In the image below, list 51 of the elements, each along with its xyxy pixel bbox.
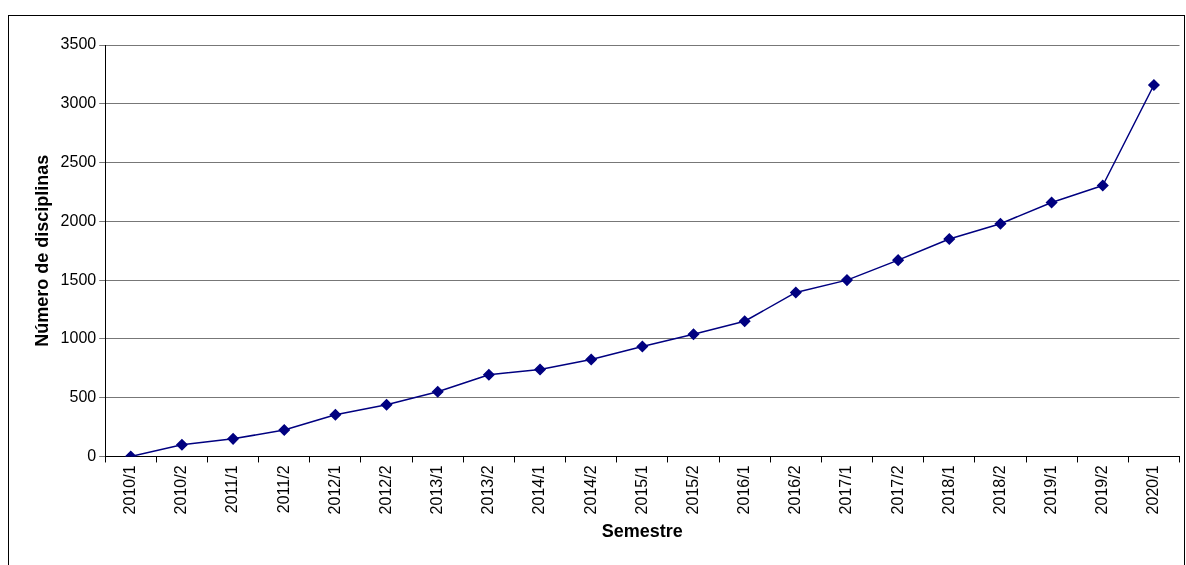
x-tick-label: 2015/1	[632, 465, 650, 515]
x-tick-label: 2014/2	[581, 465, 599, 515]
point	[943, 233, 956, 245]
y-axis-title: Número de disciplinas	[31, 154, 52, 347]
point	[227, 433, 239, 445]
x-tick-label: 2019/2	[1093, 465, 1111, 515]
y-tick-label: 3000	[60, 94, 97, 112]
point	[380, 398, 393, 411]
x-tick-label: 2012/1	[325, 465, 343, 515]
point	[534, 363, 546, 376]
point	[1148, 79, 1160, 91]
y-tick-label: 2000	[60, 211, 97, 229]
x-axis-title: Semestre	[601, 521, 683, 542]
x-tick-label: 2015/2	[683, 465, 701, 515]
x-tick-label: 2014/1	[530, 465, 548, 515]
point	[483, 369, 495, 381]
x-tick-label: 2013/2	[479, 465, 497, 515]
y-tick-label: 0	[87, 446, 97, 464]
point	[329, 408, 342, 421]
point	[994, 217, 1007, 230]
x-tick-label: 2011/2	[274, 465, 292, 514]
y-tick-label: 500	[69, 388, 97, 406]
point	[841, 274, 853, 286]
y-tick-label: 3500	[60, 35, 97, 53]
x-tick-label: 2011/1	[223, 465, 241, 514]
point	[1045, 196, 1058, 209]
x-tick-label: 2013/1	[428, 465, 446, 515]
y-tick-label: 1000	[60, 329, 97, 347]
x-tick-label: 2018/1	[939, 465, 957, 515]
point	[176, 438, 188, 451]
x-tick-label: 2016/1	[735, 465, 753, 515]
x-tick-label: 2010/2	[172, 465, 190, 515]
point	[892, 254, 904, 266]
point	[687, 328, 700, 340]
point	[585, 353, 597, 366]
x-tick-label: 2019/1	[1042, 465, 1060, 515]
point	[790, 286, 802, 299]
point	[431, 386, 444, 398]
y-tick-label: 2500	[60, 152, 97, 170]
x-tick-label: 2016/2	[786, 465, 804, 515]
x-tick-label: 2017/1	[837, 465, 855, 515]
x-tick-label: 2012/2	[376, 465, 394, 515]
point	[738, 315, 751, 328]
y-tick-label: 1500	[60, 270, 97, 288]
x-tick-label: 2020/1	[1144, 465, 1162, 515]
point	[278, 424, 290, 436]
point	[636, 340, 649, 353]
x-tick-label: 2017/2	[888, 465, 906, 515]
x-tick-label: 2010/1	[121, 465, 139, 515]
x-tick-label: 2018/2	[990, 465, 1008, 515]
point	[1097, 179, 1109, 192]
